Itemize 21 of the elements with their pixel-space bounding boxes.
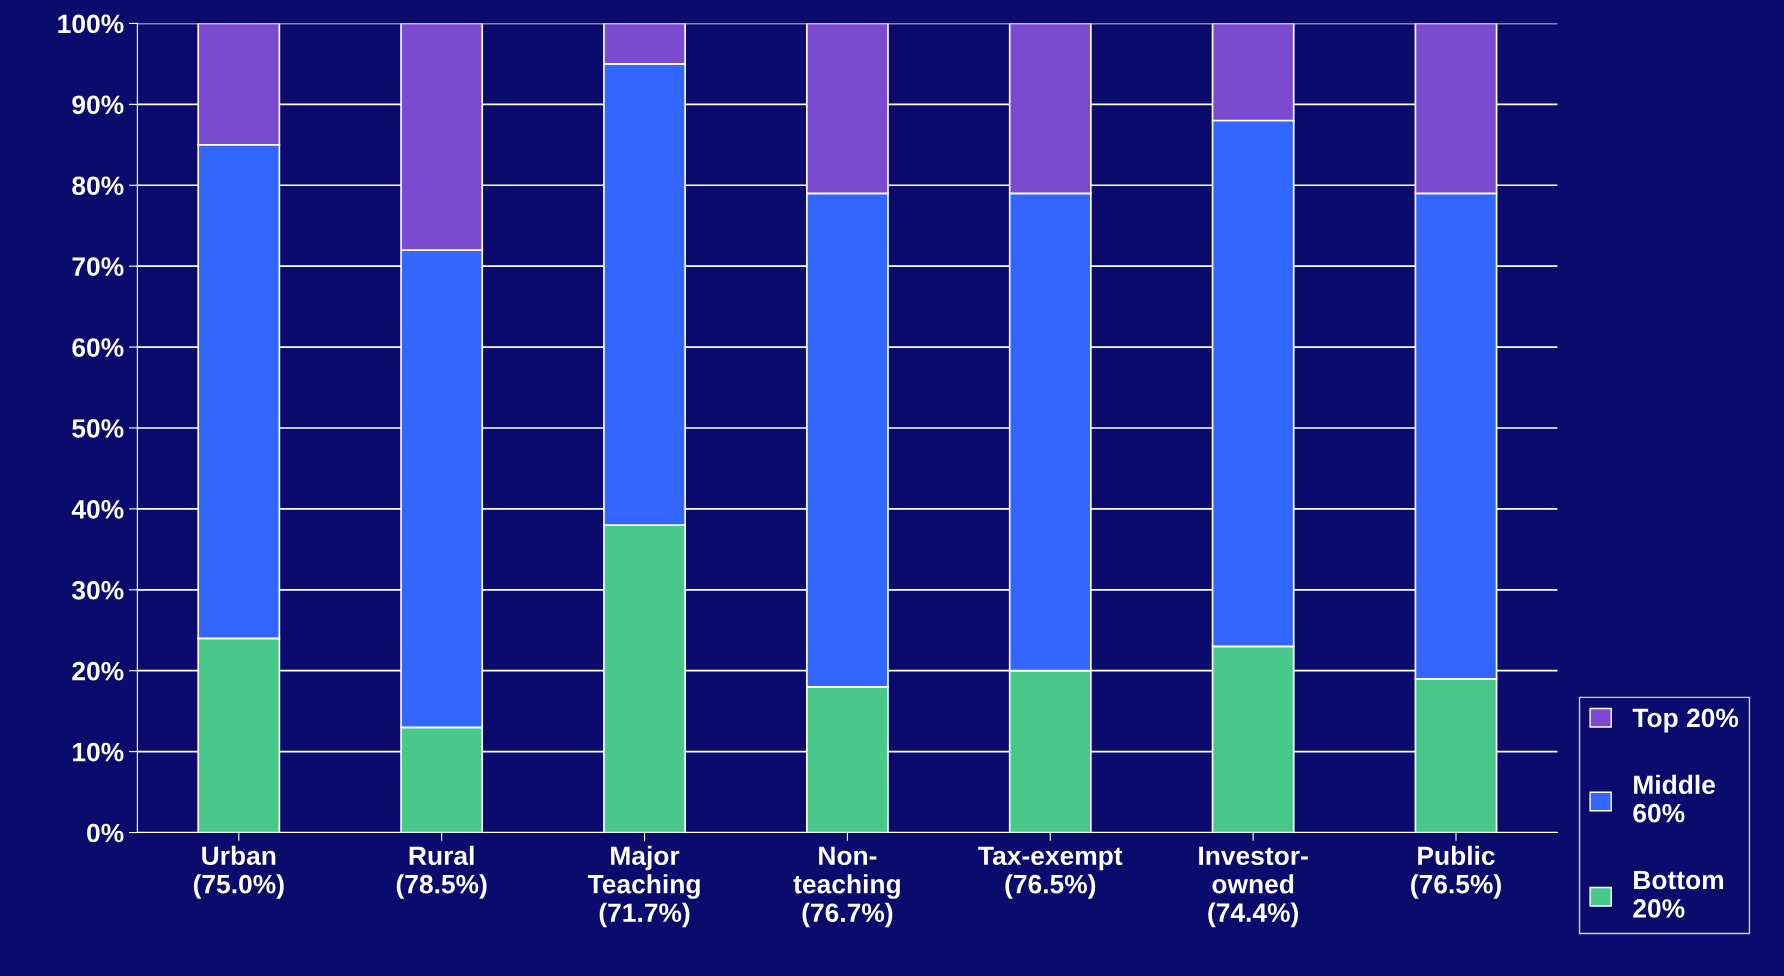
- y-tick-label: 20%: [72, 661, 124, 681]
- y-tick-label: 0%: [87, 823, 124, 843]
- y-tick-label: 80%: [72, 176, 124, 196]
- x-tick-label: Tax-exempt (76.5%): [978, 846, 1123, 899]
- x-tick-label: Major Teaching (71.7%): [587, 845, 700, 928]
- x-tick-label: Urban (75.0%): [193, 845, 284, 899]
- y-tick-label: 50%: [72, 419, 124, 438]
- x-tick-label: Non- teaching (76.7%): [793, 846, 900, 928]
- y-tick-label: 60%: [72, 338, 124, 357]
- y-tick-label: 10%: [73, 742, 124, 762]
- y-tick-label: 30%: [71, 580, 124, 600]
- y-tick-label: 90%: [72, 95, 124, 115]
- legend-label: Top 20%: [1632, 708, 1739, 733]
- legend-label: Middle 60%: [1633, 774, 1715, 823]
- legend-label: Bottom 20%: [1633, 870, 1724, 918]
- x-tick-label: Public (76.5%): [1411, 845, 1501, 899]
- y-tick-label: 40%: [71, 500, 124, 519]
- x-tick-label: Rural (78.5%): [396, 845, 487, 899]
- y-tick-label: 100%: [58, 14, 124, 34]
- y-tick-label: 70%: [72, 257, 124, 276]
- x-tick-label: Investor- owned (74.4%): [1199, 846, 1308, 928]
